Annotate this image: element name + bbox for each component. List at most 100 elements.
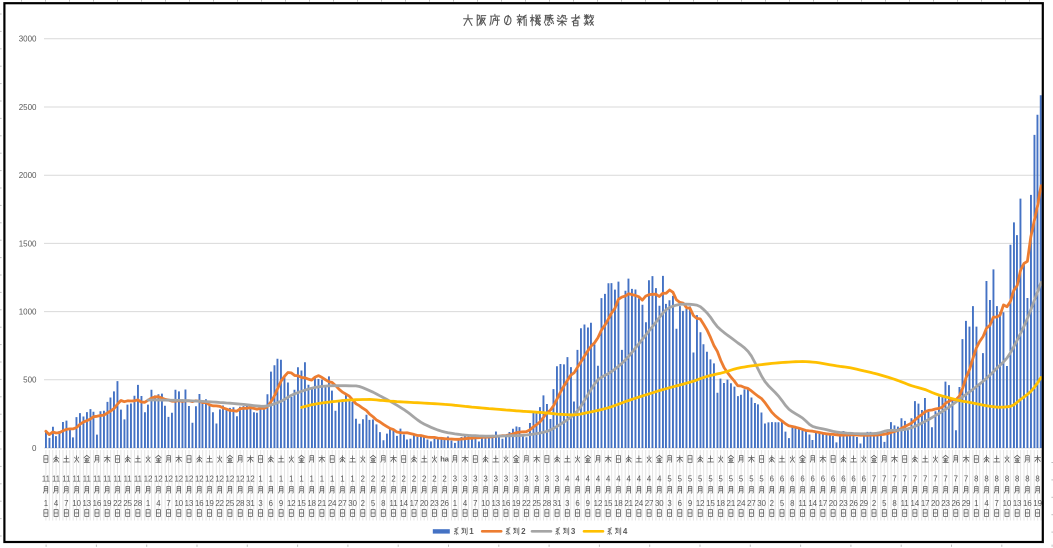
svg-text:11: 11 — [103, 475, 111, 484]
svg-text:11: 11 — [113, 475, 121, 484]
svg-text:8: 8 — [790, 499, 794, 508]
svg-text:24: 24 — [635, 499, 644, 508]
svg-text:27: 27 — [645, 499, 654, 508]
svg-text:14: 14 — [911, 499, 920, 508]
svg-text:5: 5 — [729, 475, 734, 484]
svg-text:23: 23 — [430, 499, 439, 508]
svg-text:6: 6 — [831, 475, 835, 484]
svg-text:7: 7 — [933, 475, 937, 484]
svg-text:3: 3 — [565, 499, 569, 508]
svg-text:15: 15 — [706, 499, 715, 508]
svg-text:12: 12 — [205, 475, 214, 484]
svg-text:2: 2 — [402, 475, 406, 484]
svg-text:23: 23 — [941, 499, 950, 508]
svg-text:18: 18 — [614, 499, 623, 508]
svg-text:7: 7 — [954, 475, 958, 484]
svg-text:11: 11 — [134, 475, 142, 484]
svg-text:2: 2 — [521, 527, 526, 536]
svg-text:4: 4 — [575, 475, 580, 484]
svg-text:2: 2 — [391, 475, 395, 484]
svg-text:6: 6 — [851, 475, 855, 484]
svg-text:11: 11 — [901, 499, 909, 508]
svg-text:21: 21 — [624, 499, 633, 508]
svg-text:3: 3 — [258, 499, 262, 508]
svg-text:29: 29 — [962, 499, 971, 508]
svg-text:12: 12 — [287, 499, 296, 508]
svg-text:23: 23 — [839, 499, 848, 508]
svg-text:11: 11 — [389, 499, 397, 508]
svg-text:13: 13 — [491, 499, 500, 508]
svg-text:7: 7 — [882, 475, 886, 484]
svg-text:0: 0 — [32, 444, 37, 453]
svg-text:6: 6 — [841, 475, 845, 484]
svg-text:8: 8 — [995, 475, 999, 484]
svg-text:3: 3 — [524, 475, 528, 484]
svg-text:5: 5 — [667, 475, 672, 484]
svg-text:7: 7 — [64, 499, 68, 508]
svg-text:1: 1 — [320, 475, 324, 484]
svg-text:1: 1 — [299, 475, 303, 484]
svg-text:4: 4 — [657, 475, 662, 484]
svg-text:4: 4 — [637, 475, 642, 484]
svg-text:7: 7 — [903, 475, 907, 484]
svg-text:12: 12 — [236, 475, 245, 484]
svg-text:1: 1 — [350, 475, 354, 484]
svg-text:3: 3 — [463, 475, 467, 484]
svg-text:12: 12 — [174, 475, 183, 484]
svg-text:2: 2 — [361, 499, 365, 508]
svg-text:12: 12 — [215, 475, 224, 484]
svg-text:5: 5 — [882, 499, 887, 508]
svg-text:31: 31 — [246, 499, 255, 508]
svg-text:3: 3 — [545, 475, 549, 484]
svg-text:1: 1 — [330, 475, 334, 484]
svg-text:27: 27 — [747, 499, 756, 508]
svg-text:24: 24 — [328, 499, 337, 508]
svg-text:5: 5 — [371, 499, 376, 508]
svg-text:3: 3 — [473, 475, 477, 484]
svg-text:19: 19 — [1033, 499, 1042, 508]
svg-text:7: 7 — [995, 499, 999, 508]
svg-text:11: 11 — [52, 475, 60, 484]
svg-text:20: 20 — [420, 499, 429, 508]
svg-text:4: 4 — [596, 475, 601, 484]
svg-text:5: 5 — [678, 475, 683, 484]
svg-text:10: 10 — [481, 499, 490, 508]
svg-text:2: 2 — [361, 475, 365, 484]
svg-text:2: 2 — [432, 475, 436, 484]
svg-text:9: 9 — [279, 499, 283, 508]
svg-text:12: 12 — [164, 475, 173, 484]
svg-text:7: 7 — [964, 475, 968, 484]
svg-text:1: 1 — [279, 475, 283, 484]
svg-text:4: 4 — [984, 499, 989, 508]
svg-text:25: 25 — [532, 499, 541, 508]
svg-text:30: 30 — [655, 499, 664, 508]
svg-text:27: 27 — [338, 499, 347, 508]
svg-text:1: 1 — [340, 475, 344, 484]
svg-text:1000: 1000 — [19, 308, 37, 317]
svg-text:17: 17 — [921, 499, 930, 508]
svg-text:2: 2 — [442, 475, 446, 484]
svg-text:4: 4 — [627, 475, 632, 484]
svg-text:12: 12 — [195, 475, 204, 484]
svg-text:3: 3 — [453, 475, 457, 484]
svg-text:11: 11 — [798, 499, 806, 508]
svg-text:2: 2 — [872, 499, 876, 508]
svg-text:20: 20 — [829, 499, 838, 508]
svg-text:8: 8 — [892, 499, 896, 508]
svg-text:5: 5 — [688, 475, 693, 484]
svg-text:28: 28 — [134, 499, 143, 508]
svg-text:5: 5 — [759, 475, 764, 484]
svg-text:4: 4 — [586, 475, 591, 484]
svg-text:11: 11 — [83, 475, 91, 484]
svg-text:6: 6 — [770, 475, 774, 484]
svg-text:8: 8 — [1015, 475, 1019, 484]
svg-text:3: 3 — [571, 527, 576, 536]
svg-text:4: 4 — [616, 475, 621, 484]
svg-text:12: 12 — [696, 499, 705, 508]
svg-text:3: 3 — [555, 475, 559, 484]
svg-text:1: 1 — [310, 475, 314, 484]
svg-text:19: 19 — [103, 499, 112, 508]
svg-text:10: 10 — [1003, 499, 1012, 508]
svg-text:12: 12 — [594, 499, 603, 508]
svg-text:10: 10 — [72, 499, 81, 508]
